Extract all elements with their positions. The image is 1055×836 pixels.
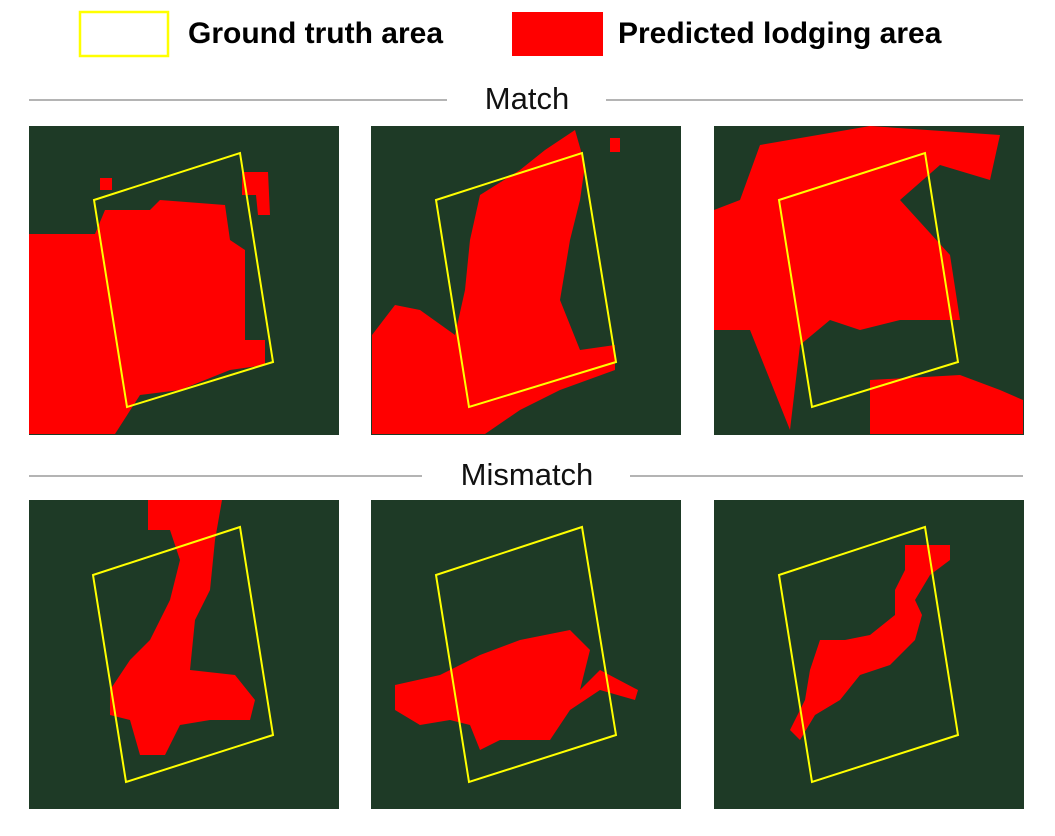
ground-truth-outline (91, 525, 275, 784)
section-title: Mismatch (461, 457, 594, 492)
panel (29, 500, 339, 809)
panel (714, 126, 1024, 435)
panel (371, 126, 681, 435)
predicted-area (372, 130, 615, 434)
ground-truth-outline (777, 151, 960, 409)
predicted-area (870, 375, 1023, 434)
predicted-area (110, 500, 255, 755)
predicted-area (790, 545, 950, 740)
predicted-area (610, 138, 620, 152)
legend-label: Predicted lodging area (618, 17, 942, 50)
ground-truth-outline (434, 151, 618, 409)
predicted-area (395, 630, 638, 750)
ground-truth-outline (434, 525, 618, 784)
ground-truth-outline (92, 151, 275, 409)
panel (29, 126, 339, 435)
legend-swatch-predicted (512, 12, 603, 56)
ground-truth-outline (777, 525, 960, 784)
predicted-area (242, 172, 270, 215)
panel (714, 500, 1024, 809)
predicted-area (100, 178, 112, 190)
panel (371, 500, 681, 809)
predicted-area (714, 126, 1000, 430)
predicted-area (29, 200, 265, 434)
legend-swatch-ground-truth (78, 10, 170, 58)
legend-label: Ground truth area (188, 17, 443, 50)
section-title: Match (485, 81, 569, 116)
